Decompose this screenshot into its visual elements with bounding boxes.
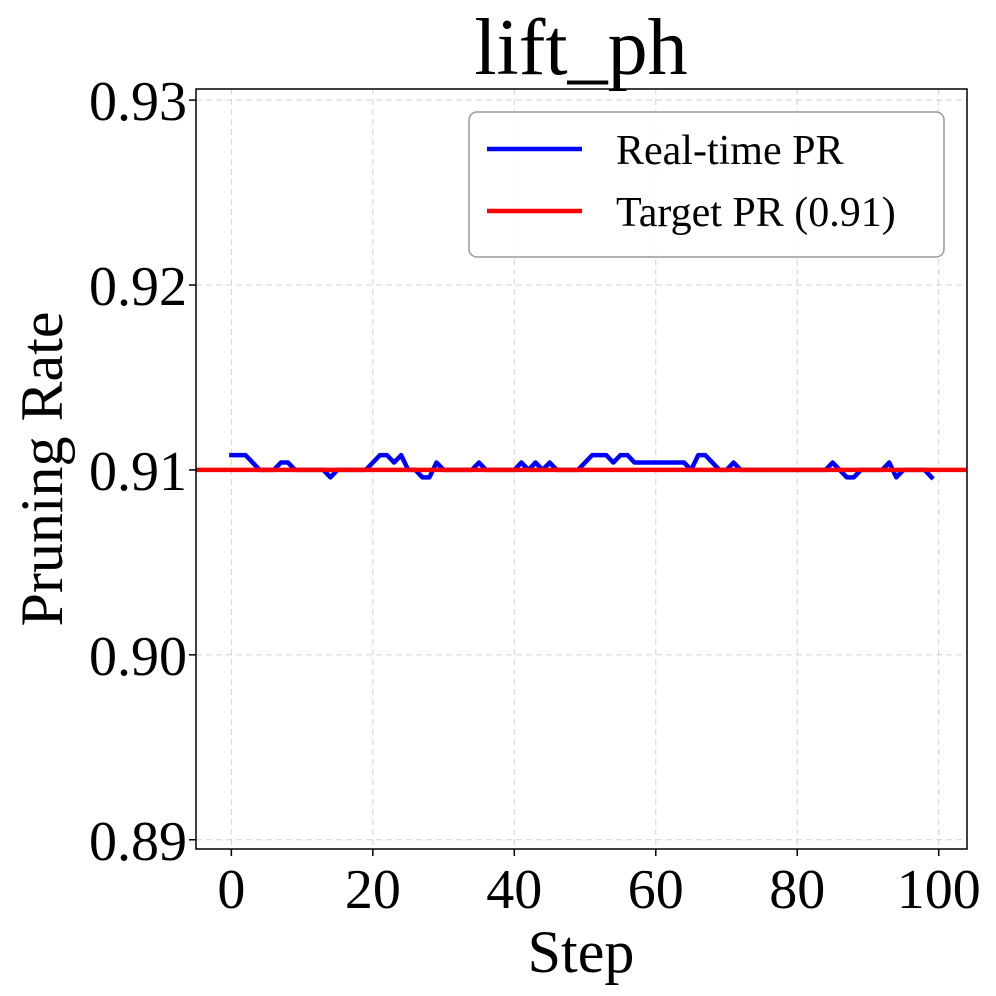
x-tick-label: 20 xyxy=(345,859,401,921)
y-tick-label: 0.89 xyxy=(89,811,187,873)
legend-label-target-pr: Target PR (0.91) xyxy=(616,190,896,236)
y-tick-label: 0.91 xyxy=(89,441,187,503)
legend-box xyxy=(468,111,945,258)
plot-frame xyxy=(195,88,968,850)
x-axis-label: Step xyxy=(528,919,635,985)
ticks: 0 20 40 60 80 100 0.89 0.90 0.91 0.92 0.93 xyxy=(89,71,981,921)
real-time-pr-line xyxy=(229,452,935,481)
y-tick-label: 0.90 xyxy=(89,626,187,688)
x-tick-label: 40 xyxy=(486,859,542,921)
x-tick-label: 0 xyxy=(217,859,245,921)
series-layer xyxy=(196,452,967,481)
legend-label-real-time-pr: Real-time PR xyxy=(616,128,843,174)
y-tick-label: 0.93 xyxy=(89,71,187,133)
chart-title: lift_ph xyxy=(474,4,687,92)
legend: Real-time PR Target PR (0.91) xyxy=(468,111,945,258)
y-axis-label: Pruning Rate xyxy=(9,312,75,627)
x-tick-label: 80 xyxy=(769,859,825,921)
x-tick-label: 100 xyxy=(897,859,981,921)
y-tick-label: 0.92 xyxy=(89,256,187,318)
x-tick-label: 60 xyxy=(628,859,684,921)
